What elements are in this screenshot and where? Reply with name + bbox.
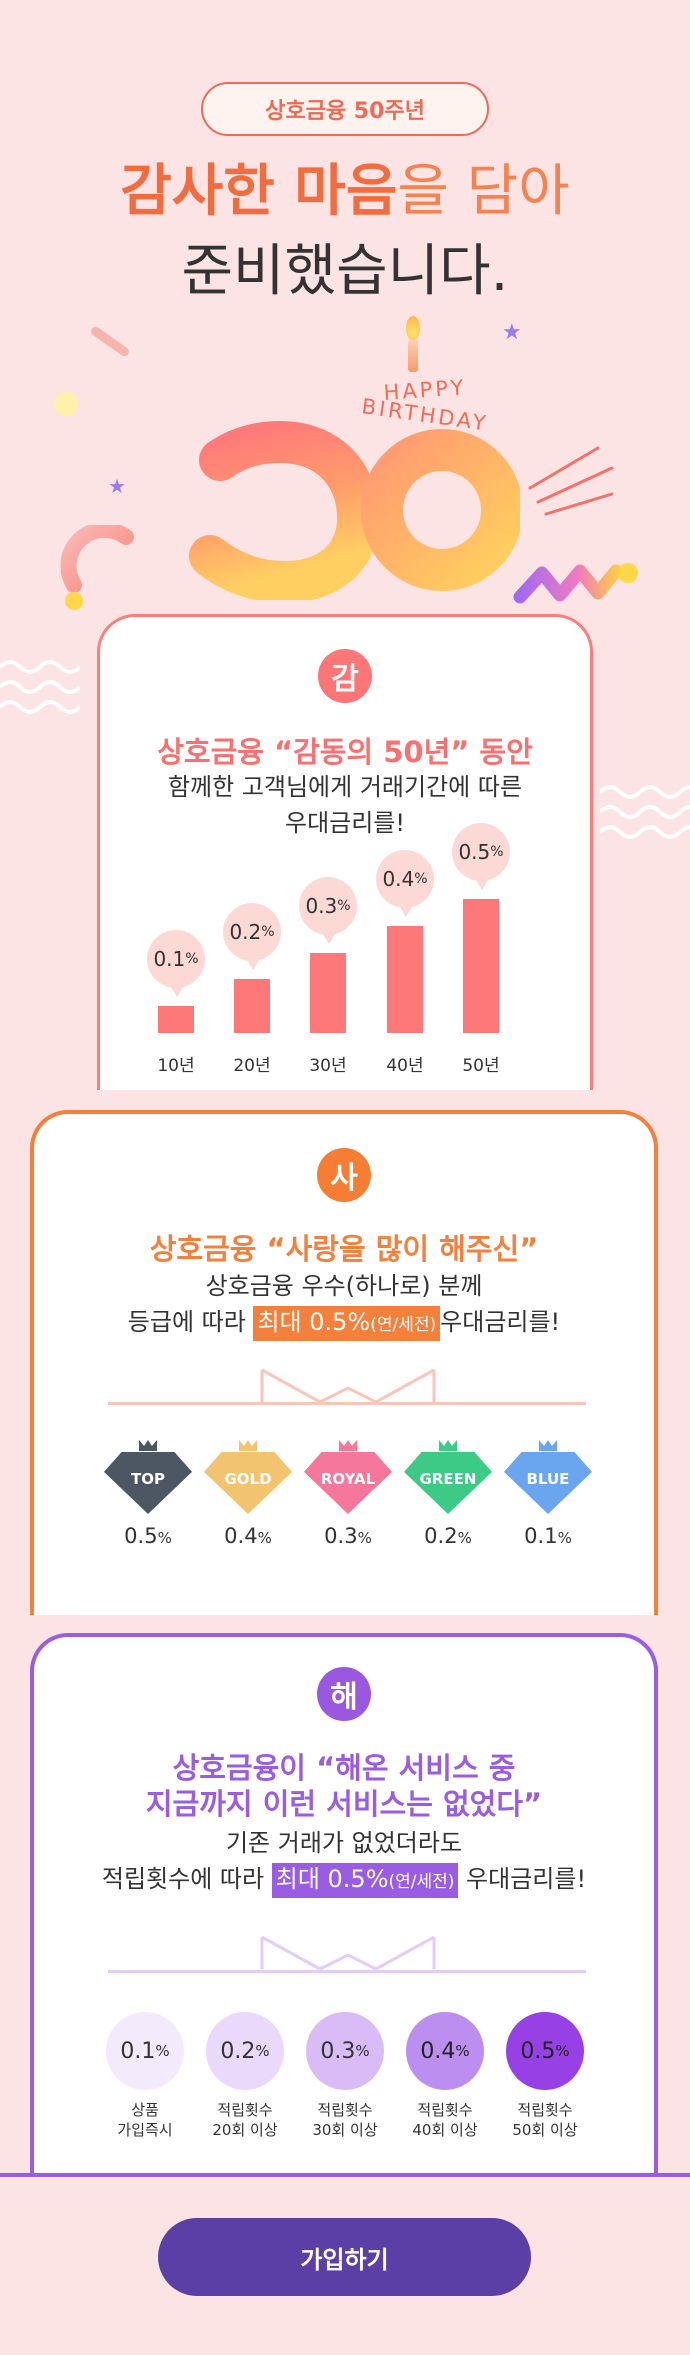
card2-title: 상호금융 “사랑을 많이 해주신”: [149, 1232, 539, 1266]
chart-bar: [310, 953, 346, 1033]
chart-bar: [158, 1006, 194, 1033]
headline-line1: 감사한 마음을 담아: [0, 158, 690, 225]
candle-icon: [408, 340, 418, 372]
crown-icon: [339, 1440, 357, 1451]
ribbon-line: [108, 1970, 586, 1973]
headline-bold: 감사한 마음: [120, 159, 398, 224]
card3-title-line2: 지금까지 이런 서비스는 없었다”: [145, 1787, 543, 1821]
card3-body-line2: 적립횟수에 따라 최대 0.5%(연/세전) 우대금리를!: [34, 1861, 654, 1898]
grade-rate: 0.5%: [124, 1524, 172, 1548]
wave-decoration-left: [0, 660, 80, 714]
grade-gem-gold: GOLD: [204, 1452, 292, 1514]
candle-flame-icon: [406, 316, 420, 340]
card3-body-pre: 적립횟수에 따라: [101, 1865, 272, 1893]
chart-bar: [234, 979, 270, 1033]
chart-data-label: 0.2%: [223, 903, 281, 970]
crown-icon: [439, 1440, 457, 1451]
card2-body-post: 우대금리를!: [440, 1308, 561, 1336]
chart-data-label: 0.5%: [452, 823, 510, 890]
card2-highlight-sub: (연/세전): [370, 1315, 437, 1335]
zigzag-decoration: [513, 563, 638, 604]
grade-gem-green: GREEN: [404, 1452, 492, 1514]
headline-rest: 을 담아: [397, 159, 570, 224]
grade-rate: 0.1%: [524, 1524, 572, 1548]
headline-line2: 준비했습니다.: [181, 239, 509, 304]
tier-label: 적립횟수 30회 이상: [312, 2101, 378, 2139]
star-icon: ★: [502, 320, 522, 345]
card1-body-line1: 함께한 고객님에게 거래기간에 따른: [167, 773, 523, 801]
confetti-dot: [54, 392, 78, 416]
burst-lines-icon: [528, 446, 614, 516]
chart-category-label: 10년: [157, 1056, 195, 1076]
card3-highlight-main: 최대 0.5%: [275, 1865, 389, 1893]
card3-badge: 해: [317, 1667, 371, 1721]
chart-data-value: 0.1: [153, 947, 186, 971]
star-icon: ★: [108, 474, 126, 498]
grade-rate: 0.2%: [424, 1524, 472, 1548]
chart-category-label: 40년: [386, 1056, 424, 1076]
tier-circle: 0.4%: [406, 2012, 484, 2090]
chart-bar: [463, 899, 499, 1033]
chart-data-unit: %: [337, 898, 351, 914]
chart-data-unit: %: [414, 871, 428, 887]
card1-title: 상호금융 “감동의 50년” 동안: [157, 735, 533, 769]
card3-highlight: 최대 0.5%(연/세전): [271, 1863, 459, 1898]
card3-highlight-sub: (연/세전): [388, 1872, 455, 1892]
card3-title-line1: 상호금융이 “해온 서비스 중: [172, 1751, 516, 1785]
crown-icon: [539, 1440, 557, 1451]
anniversary-pill: 상호금융 50주년: [201, 82, 489, 136]
card1-badge: 감: [318, 649, 372, 703]
tier-circle: 0.2%: [206, 2012, 284, 2090]
card2-highlight: 최대 0.5%(연/세전): [253, 1306, 441, 1341]
card-sarang: 사 상호금융 “사랑을 많이 해주신” 상호금융 우수(하나로) 분께 등급에 …: [30, 1110, 658, 1615]
chart-data-label: 0.3%: [299, 877, 357, 944]
chart-data-unit: %: [185, 951, 199, 967]
grade-rate: 0.4%: [224, 1524, 272, 1548]
tier-circle: 0.3%: [306, 2012, 384, 2090]
tier-circle: 0.5%: [506, 2012, 584, 2090]
card2-body-line2: 등급에 따라 최대 0.5%(연/세전) 우대금리를!: [34, 1304, 654, 1341]
card3-body-post: 우대금리를!: [458, 1865, 587, 1893]
bottom-divider: [0, 2173, 690, 2177]
chart-data-value: 0.4: [382, 867, 415, 891]
card-gamdong: 감 상호금융 “감동의 50년” 동안 함께한 고객님에게 거래기간에 따른 우…: [97, 614, 593, 1090]
card3-body-line1: 기존 거래가 없었더라도: [225, 1829, 463, 1857]
swirl-decoration: [60, 525, 134, 610]
ribbon-bow-icon: [260, 1368, 436, 1404]
big-50-graphic: [189, 353, 520, 600]
chart-data-unit: %: [490, 844, 504, 860]
grade-gem-blue: BLUE: [504, 1452, 592, 1514]
chart-data-value: 0.5: [458, 840, 491, 864]
chart-data-value: 0.3: [305, 894, 338, 918]
ribbon-line: [108, 1402, 586, 1405]
tier-circle: 0.1%: [106, 2012, 184, 2090]
chart-bar: [387, 926, 423, 1033]
grade-rate: 0.3%: [324, 1524, 372, 1548]
chart-category-label: 20년: [233, 1056, 271, 1076]
chart-category-label: 30년: [309, 1056, 347, 1076]
card-haeon: 해 상호금융이 “해온 서비스 중 지금까지 이런 서비스는 없었다” 기존 거…: [30, 1633, 658, 2173]
chart-data-label: 0.4%: [376, 850, 434, 917]
grade-gem-top: TOP: [104, 1452, 192, 1514]
grade-gem-royal: ROYAL: [304, 1452, 392, 1514]
chart-data-label: 0.1%: [147, 930, 205, 997]
wave-decoration-right: [600, 785, 690, 839]
card2-highlight-main: 최대 0.5%: [257, 1308, 371, 1336]
tier-label: 적립횟수 20회 이상: [212, 2101, 278, 2139]
card2-badge: 사: [317, 1148, 371, 1202]
join-button[interactable]: 가입하기: [158, 2218, 531, 2296]
chart-data-unit: %: [261, 924, 275, 940]
confetti-stick: [89, 325, 131, 358]
ribbon-bow-icon: [260, 1935, 436, 1971]
tier-label: 상품 가입즉시: [117, 2101, 173, 2139]
tier-label: 적립횟수 50회 이상: [512, 2101, 578, 2139]
card2-body-pre: 등급에 따라: [127, 1308, 254, 1336]
card1-body-line2: 우대금리를!: [284, 809, 406, 837]
chart-data-value: 0.2: [229, 920, 262, 944]
tier-label: 적립횟수 40회 이상: [412, 2101, 478, 2139]
card2-body-line1: 상호금융 우수(하나로) 분께: [205, 1272, 483, 1300]
crown-icon: [239, 1440, 257, 1451]
chart-category-label: 50년: [462, 1056, 500, 1076]
crown-icon: [139, 1440, 157, 1451]
